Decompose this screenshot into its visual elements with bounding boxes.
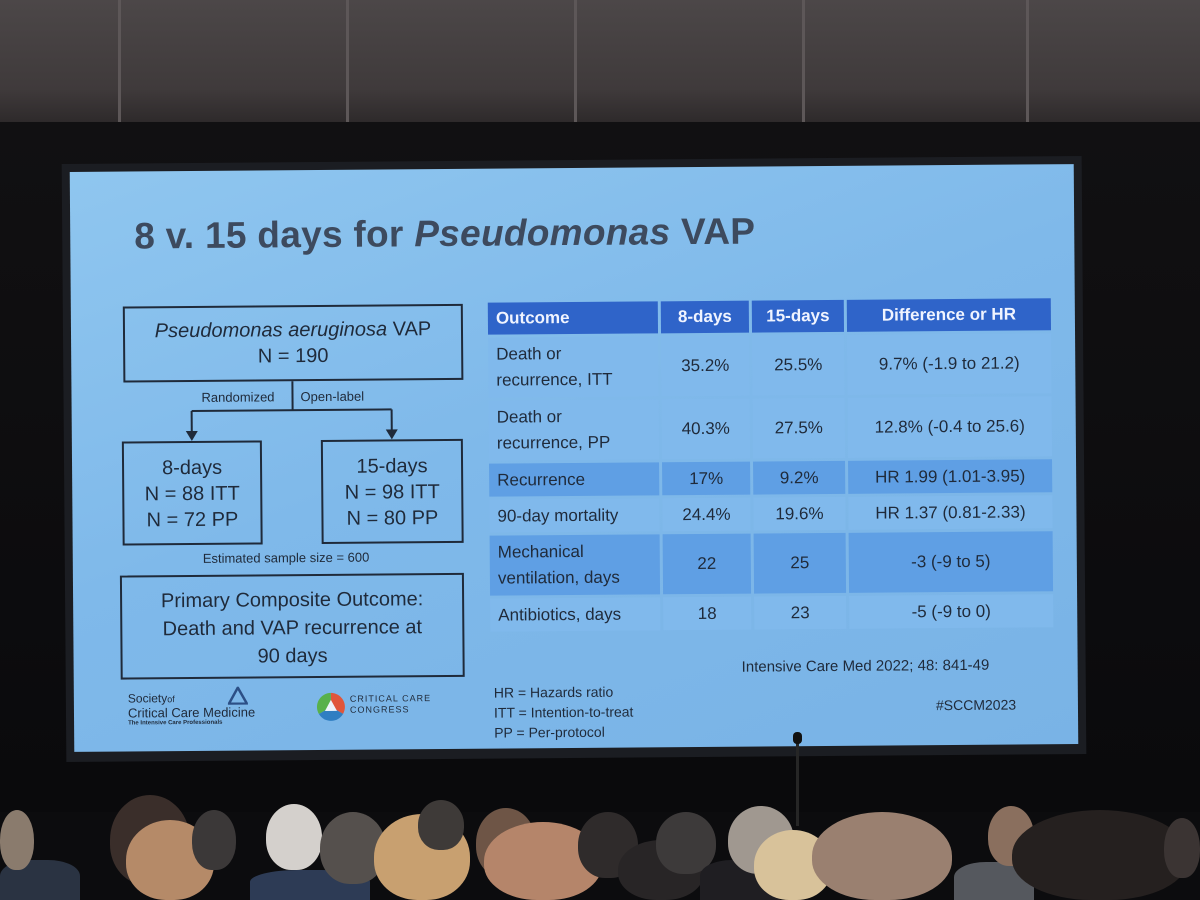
value-15-days: 9.2% bbox=[753, 460, 846, 495]
slide-title-prefix: 8 v. 15 days for bbox=[134, 213, 415, 257]
outcome-label: Antibiotics, days bbox=[490, 597, 661, 632]
slide-title-italic: Pseudomonas bbox=[414, 211, 671, 255]
audience-member bbox=[418, 800, 464, 850]
sccm-of: of bbox=[167, 694, 175, 705]
citation: Intensive Care Med 2022; 48: 841-49 bbox=[741, 656, 990, 676]
audience-member bbox=[266, 804, 322, 870]
audience bbox=[0, 790, 1200, 900]
abbreviation-itt: ITT = Intention-to-treat bbox=[493, 703, 634, 721]
arm-15-itt: N = 98 ITT bbox=[344, 481, 440, 504]
audience-member bbox=[0, 810, 34, 870]
value-difference: 12.8% (-0.4 to 25.6) bbox=[847, 396, 1053, 458]
ceiling-seam bbox=[346, 0, 349, 122]
value-difference: -5 (-9 to 0) bbox=[849, 594, 1054, 629]
outcome-label: Mechanical bbox=[497, 541, 584, 562]
table-row: Mechanical ventilation, days 22 25 -3 (-9… bbox=[489, 531, 1054, 596]
audience-member bbox=[812, 812, 952, 900]
table-header-row: Outcome 8-days 15-days Difference or HR bbox=[487, 298, 1052, 335]
microphone-stand bbox=[796, 736, 799, 826]
randomized-label: Randomized bbox=[201, 389, 275, 405]
ccc-line1: CRITICAL CARE bbox=[349, 693, 432, 704]
arm-8-pp: N = 72 PP bbox=[146, 508, 239, 532]
sccm-tagline: The Intensive Care Professionals bbox=[128, 719, 223, 727]
arm-15-pp: N = 80 PP bbox=[346, 507, 439, 530]
table-row: Death or recurrence, ITT 35.2% 25.5% 9.7%… bbox=[488, 333, 1052, 398]
header-15-days: 15-days bbox=[751, 299, 845, 333]
value-difference: HR 1.37 (0.81-2.33) bbox=[848, 495, 1053, 530]
microphone-icon bbox=[793, 732, 802, 744]
hashtag: #SCCM2023 bbox=[935, 696, 1017, 714]
ceiling-seam bbox=[118, 0, 121, 122]
ccc-logo-icon bbox=[317, 692, 345, 721]
population-box: Pseudomonas aeruginosa VAP N = 190 bbox=[122, 303, 464, 383]
slide-title: 8 v. 15 days for Pseudomonas VAP bbox=[134, 211, 755, 258]
population-n: N = 190 bbox=[257, 344, 329, 368]
table-row: 90-day mortality 24.4% 19.6% HR 1.37 (0.… bbox=[489, 495, 1053, 533]
value-8-days: 35.2% bbox=[661, 335, 750, 397]
table-row: Recurrence 17% 9.2% HR 1.99 (1.01-3.95) bbox=[489, 459, 1053, 497]
ceiling bbox=[0, 0, 1200, 128]
value-15-days: 23 bbox=[754, 595, 847, 630]
sccm-name: Critical Care Medicine bbox=[127, 704, 256, 721]
primary-outcome-line: Death and VAP recurrence at bbox=[162, 616, 423, 641]
primary-outcome-box: Primary Composite Outcome: Death and VAP… bbox=[119, 572, 465, 680]
value-15-days: 19.6% bbox=[753, 496, 846, 531]
table-row: Death or recurrence, PP 40.3% 27.5% 12.8%… bbox=[488, 396, 1053, 461]
value-8-days: 18 bbox=[663, 596, 752, 631]
value-difference: HR 1.99 (1.01-3.95) bbox=[848, 459, 1053, 494]
header-difference: Difference or HR bbox=[846, 298, 1052, 332]
outcome-label: Death or bbox=[496, 344, 562, 364]
arm-8-title: 8-days bbox=[161, 456, 223, 480]
value-difference: -3 (-9 to 5) bbox=[848, 531, 1054, 593]
arm-8-days-box: 8-days N = 88 ITT N = 72 PP bbox=[121, 440, 263, 546]
slide-title-suffix: VAP bbox=[670, 210, 756, 253]
outcome-label: recurrence, ITT bbox=[496, 369, 613, 390]
abbreviation-pp: PP = Per-protocol bbox=[494, 723, 605, 741]
ccc-line2: CONGRESS bbox=[349, 704, 410, 715]
table-row: Antibiotics, days 18 23 -5 (-9 to 0) bbox=[490, 594, 1054, 632]
population-suffix: VAP bbox=[387, 318, 432, 341]
arm-15-days-box: 15-days N = 98 ITT N = 80 PP bbox=[320, 438, 464, 544]
header-outcome: Outcome bbox=[487, 301, 659, 335]
outcome-label: ventilation, days bbox=[497, 567, 620, 588]
primary-outcome-line: Primary Composite Outcome: bbox=[160, 588, 424, 613]
audience-member bbox=[656, 812, 716, 874]
primary-outcome-line: 90 days bbox=[257, 644, 328, 668]
value-15-days: 25 bbox=[753, 532, 847, 594]
outcome-label: Death or bbox=[496, 407, 562, 427]
value-8-days: 17% bbox=[662, 461, 751, 496]
ceiling-seam bbox=[1026, 0, 1029, 122]
open-label-label: Open-label bbox=[300, 388, 365, 405]
value-15-days: 27.5% bbox=[752, 397, 846, 459]
audience-member bbox=[192, 810, 236, 870]
results-table: Outcome 8-days 15-days Difference or HR … bbox=[485, 295, 1057, 634]
outcome-label: recurrence, PP bbox=[496, 432, 611, 453]
outcome-label: Recurrence bbox=[489, 462, 660, 497]
audience-member bbox=[1012, 810, 1188, 900]
value-8-days: 24.4% bbox=[662, 497, 751, 532]
outcome-label: 90-day mortality bbox=[489, 498, 660, 533]
population-name: Pseudomonas aeruginosa bbox=[154, 318, 388, 343]
sample-size-label: Estimated sample size = 600 bbox=[202, 549, 370, 566]
ceiling-seam bbox=[802, 0, 805, 122]
ceiling-seam bbox=[574, 0, 577, 122]
presentation-slide: 8 v. 15 days for Pseudomonas VAP Pseudom… bbox=[69, 164, 1079, 752]
ccc-logo-text: CRITICAL CARE CONGRESS bbox=[350, 693, 431, 716]
sccm-triangle-icon bbox=[227, 686, 248, 705]
arm-15-title: 15-days bbox=[356, 455, 428, 478]
arm-8-itt: N = 88 ITT bbox=[144, 482, 240, 506]
value-15-days: 25.5% bbox=[752, 334, 845, 396]
abbreviation-hr: HR = Hazards ratio bbox=[493, 683, 614, 701]
value-8-days: 22 bbox=[662, 533, 752, 595]
audience-member bbox=[1164, 818, 1200, 878]
value-8-days: 40.3% bbox=[661, 398, 751, 460]
sccm-society: Society bbox=[127, 691, 168, 706]
header-8-days: 8-days bbox=[660, 300, 750, 334]
value-difference: 9.7% (-1.9 to 21.2) bbox=[847, 333, 1052, 395]
